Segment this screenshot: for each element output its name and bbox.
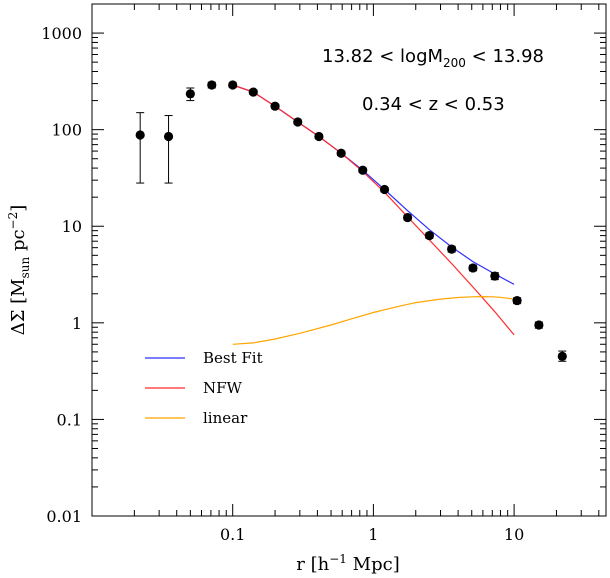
data-marker bbox=[248, 87, 258, 97]
data-marker bbox=[424, 231, 434, 241]
y-tick-label: 0.1 bbox=[57, 410, 82, 429]
data-point bbox=[293, 117, 303, 127]
data-point bbox=[490, 271, 500, 281]
data-marker bbox=[358, 165, 368, 175]
series-line-linear bbox=[232, 295, 515, 345]
data-point bbox=[228, 80, 238, 90]
x-tick-label: 1 bbox=[368, 525, 378, 544]
x-tick-label: 10 bbox=[504, 525, 524, 544]
y-axis-label: ΔΣ [Msun pc−2] bbox=[6, 205, 32, 336]
data-marker bbox=[557, 351, 567, 361]
y-tick-label: 1000 bbox=[41, 24, 82, 43]
data-point bbox=[379, 184, 390, 195]
data-point bbox=[207, 80, 217, 90]
legend-label-linear: linear bbox=[203, 409, 248, 427]
legend: Best Fit NFW linear bbox=[145, 349, 263, 427]
data-marker bbox=[207, 80, 217, 90]
data-point bbox=[270, 101, 280, 111]
data-marker bbox=[293, 117, 303, 127]
data-point bbox=[163, 115, 174, 184]
data-marker bbox=[490, 271, 500, 281]
data-point bbox=[557, 350, 567, 362]
data-marker bbox=[447, 244, 457, 254]
axis-ticks: 0.1 1 10 0.01 0.1 1 10 100 1000 bbox=[41, 4, 606, 544]
x-axis-label: r [h−1 Mpc] bbox=[296, 552, 399, 575]
legend-label-nfw: NFW bbox=[203, 379, 243, 397]
data-marker bbox=[512, 295, 522, 306]
data-marker bbox=[534, 320, 544, 330]
data-point bbox=[424, 231, 434, 241]
y-tick-label: 1 bbox=[72, 314, 82, 333]
legend-label-best-fit: Best Fit bbox=[203, 349, 263, 367]
data-marker bbox=[336, 148, 346, 158]
data-marker bbox=[135, 130, 145, 140]
data-marker bbox=[379, 184, 390, 195]
annotation-redshift-range: 0.34 < z < 0.53 bbox=[362, 94, 505, 115]
data-marker bbox=[402, 212, 413, 223]
plot-frame bbox=[91, 3, 607, 517]
data-point bbox=[314, 131, 324, 142]
data-marker bbox=[468, 263, 478, 273]
x-tick-label: 0.1 bbox=[220, 525, 245, 544]
data-marker bbox=[228, 80, 238, 90]
y-tick-label: 10 bbox=[62, 217, 82, 236]
data-point bbox=[135, 112, 145, 184]
data-point bbox=[336, 148, 346, 158]
y-tick-label: 0.01 bbox=[46, 507, 82, 526]
data-point bbox=[534, 320, 544, 330]
data-point bbox=[447, 244, 457, 254]
data-point bbox=[468, 263, 478, 273]
y-tick-label: 100 bbox=[51, 121, 82, 140]
data-marker bbox=[270, 101, 280, 111]
axes-frame bbox=[91, 3, 607, 517]
data-point bbox=[185, 87, 195, 102]
data-points bbox=[135, 80, 567, 362]
annotation-mass-range: 13.82 < logM200 < 13.98 bbox=[322, 46, 544, 70]
data-point bbox=[402, 212, 413, 223]
model-curves bbox=[232, 84, 515, 345]
data-marker bbox=[185, 89, 195, 99]
data-point bbox=[512, 295, 522, 306]
data-marker bbox=[314, 131, 324, 142]
data-point bbox=[248, 87, 258, 97]
data-point bbox=[358, 165, 368, 175]
data-marker bbox=[163, 131, 174, 142]
series-line-nfw bbox=[232, 84, 515, 336]
